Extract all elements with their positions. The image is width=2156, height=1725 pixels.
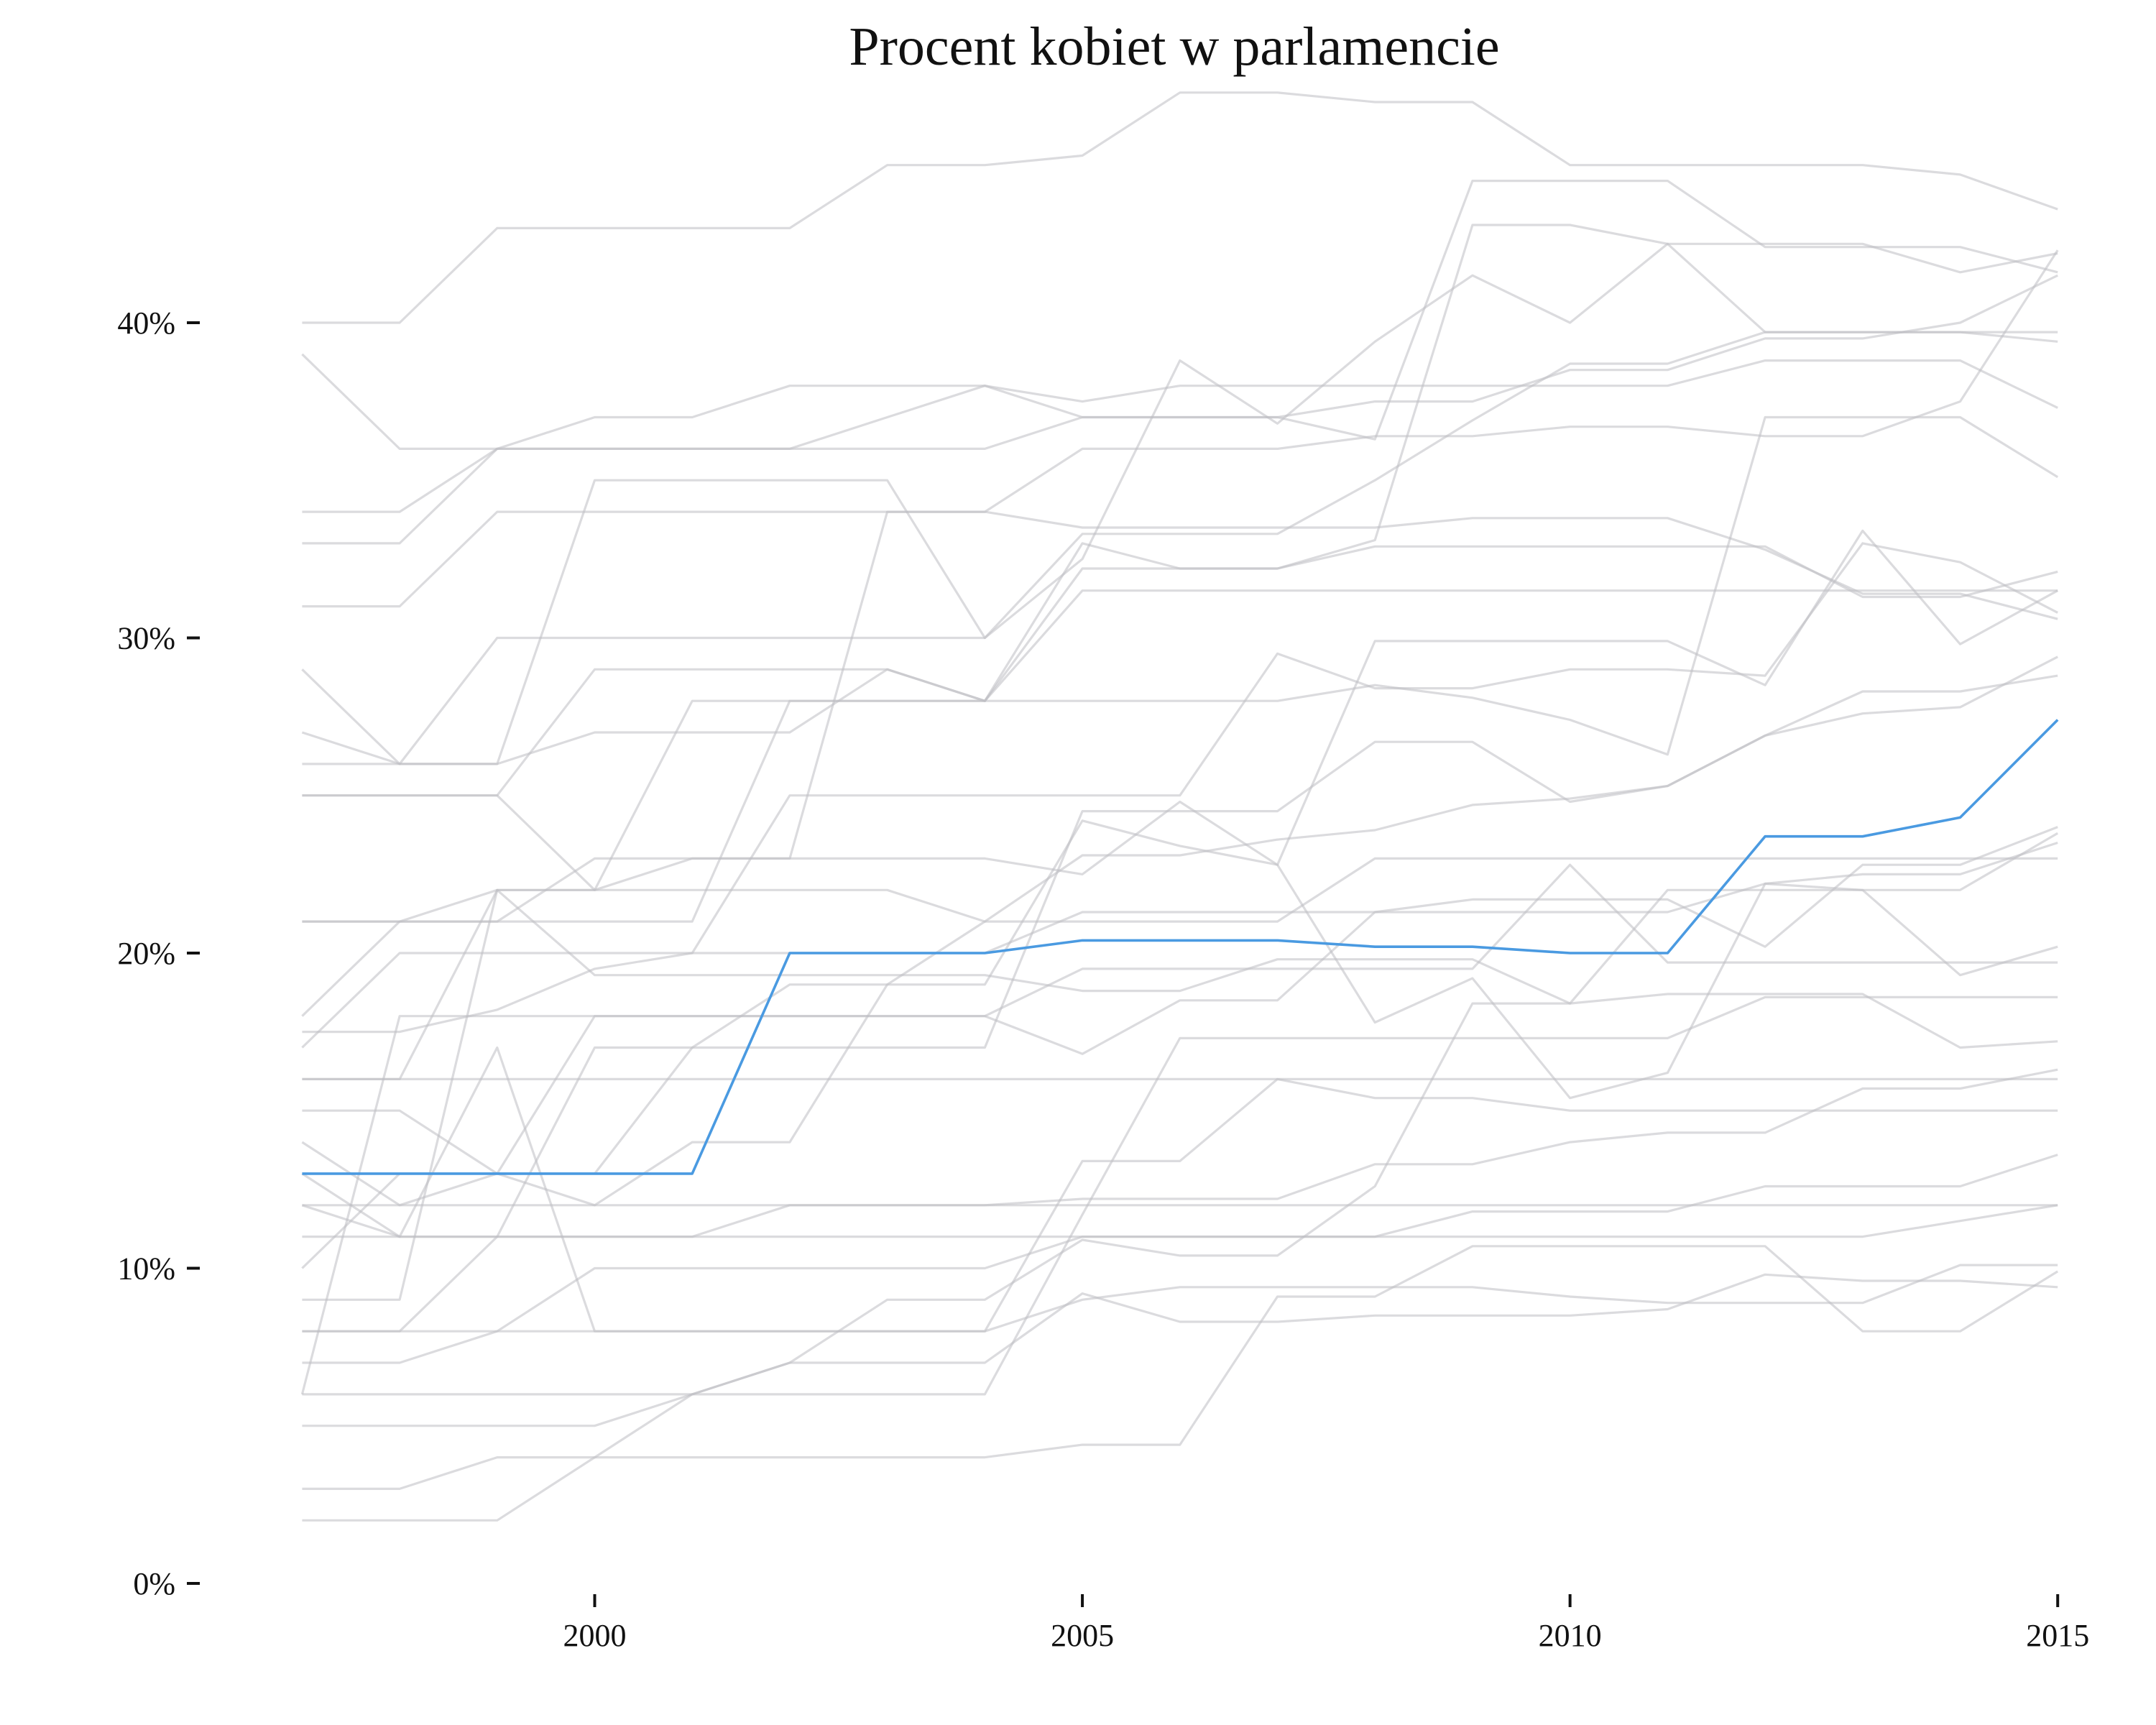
x-tick-label: 2005: [1051, 1618, 1114, 1653]
y-tick-label: 0%: [133, 1566, 175, 1601]
series-line: [302, 1046, 2058, 1333]
series-line: [302, 545, 2058, 797]
series-line: [301, 1068, 2058, 1238]
highlight-series-line: [302, 719, 2059, 1175]
series-line: [302, 1204, 2058, 1333]
series-line: [302, 91, 2058, 324]
series-line: [301, 331, 2058, 765]
series-line: [302, 1264, 2058, 1364]
series-line: [302, 180, 2058, 513]
x-axis: 2000 2005 2010 2015: [563, 1594, 2089, 1653]
series-line: [300, 863, 2058, 1395]
x-tick-label: 2015: [2026, 1618, 2089, 1653]
y-tick-label: 10%: [117, 1251, 175, 1286]
series-line: [302, 1154, 2058, 1333]
series-line: [301, 224, 2058, 765]
highlight-series-group: [302, 719, 2059, 1175]
series-line: [302, 888, 2058, 1049]
y-axis: 0% 10% 20% 30% 40%: [117, 305, 200, 1601]
series-line: [302, 1245, 2059, 1490]
y-tick-label: 30%: [117, 620, 175, 656]
series-line: [302, 529, 2058, 923]
x-tick-label: 2010: [1539, 1618, 1602, 1653]
chart-title: Procent kobiet w parlamencie: [849, 17, 1499, 77]
series-line: [301, 857, 2058, 1238]
series-line: [302, 249, 2059, 608]
series-line: [302, 832, 2059, 1522]
series-line: [302, 674, 2058, 1175]
series-line: [302, 1273, 2058, 1427]
x-tick-label: 2000: [563, 1618, 627, 1653]
series-line: [301, 589, 2058, 1017]
series-line: [301, 542, 2058, 1049]
series-line: [302, 656, 2058, 1301]
series-line: [302, 242, 2058, 765]
y-tick-label: 20%: [117, 936, 175, 971]
series-line: [302, 359, 2058, 545]
y-tick-label: 40%: [117, 305, 175, 341]
series-line: [302, 826, 2058, 1034]
series-line: [302, 995, 2058, 1396]
background-series-group: [300, 91, 2059, 1522]
